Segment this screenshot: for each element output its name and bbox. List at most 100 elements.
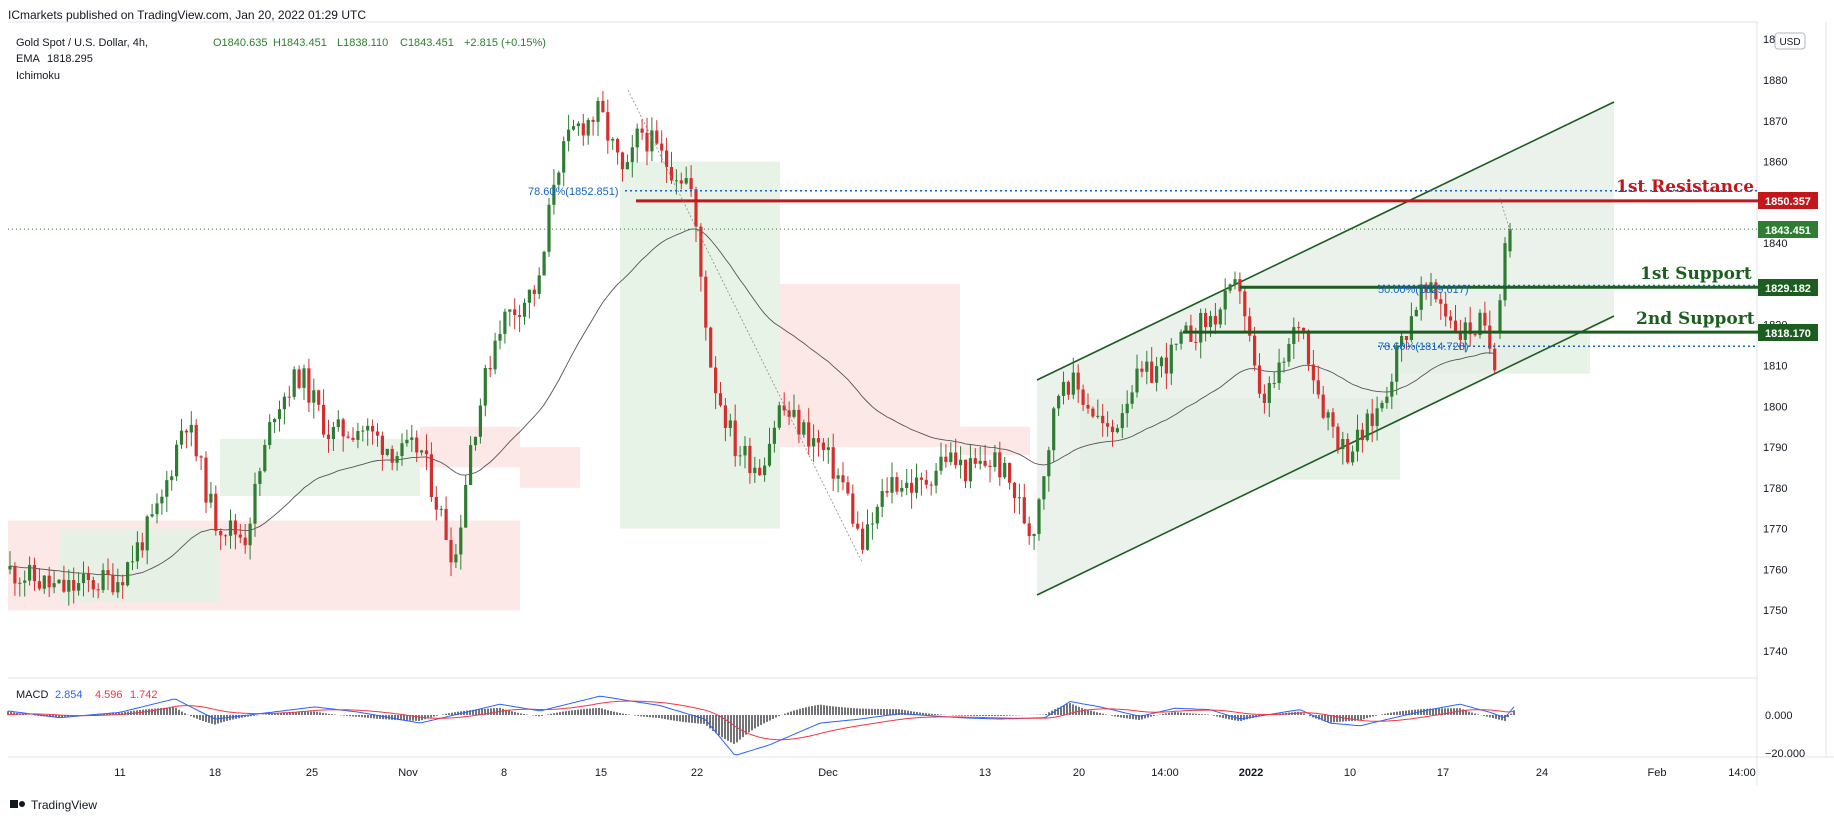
candle-body	[121, 582, 125, 586]
candle-body	[777, 405, 781, 428]
candle-body	[983, 460, 987, 466]
price-axis[interactable]: 1740175017601770178017901800181018201830…	[1763, 34, 1787, 658]
fib-high-label: 78.60%(1852.851)	[528, 186, 619, 198]
currency-badge[interactable]	[1774, 32, 1806, 50]
candle-body	[616, 138, 620, 153]
currency-label: USD	[1779, 37, 1800, 48]
candle-body	[522, 302, 527, 317]
candle-body	[939, 456, 943, 471]
candle-body	[439, 508, 443, 510]
candle-body	[150, 514, 154, 517]
resistance-price-tag	[1758, 192, 1818, 209]
candle-body	[199, 456, 203, 458]
price-tick: 1760	[1763, 564, 1787, 576]
candle-body	[1076, 372, 1080, 390]
support1-price: 1829.182	[1765, 283, 1811, 295]
candle-body	[758, 467, 762, 476]
candle-body	[1458, 332, 1462, 341]
candle-body	[204, 457, 208, 503]
price-tick: 1870	[1763, 116, 1787, 128]
candle-body	[1493, 348, 1497, 371]
candle-body	[689, 178, 693, 190]
candle-body	[464, 484, 468, 528]
tradingview-logo[interactable]: TradingView	[10, 798, 97, 812]
ema-polyline	[9, 228, 1495, 577]
time-tick: 8	[501, 767, 507, 779]
candle-body	[258, 471, 262, 484]
time-tick: Nov	[398, 767, 418, 779]
candle-body	[1414, 309, 1418, 317]
candle-body	[944, 456, 948, 463]
candle-body	[42, 575, 46, 589]
candle-body	[1439, 299, 1443, 304]
candle-body	[341, 419, 345, 437]
candle-body	[782, 405, 786, 411]
candle-body	[914, 477, 919, 493]
candle-body	[23, 580, 27, 583]
candle-body	[126, 562, 130, 586]
candle-body	[1213, 315, 1217, 325]
candle-body	[694, 189, 698, 227]
candle-body	[1017, 497, 1021, 499]
candle-body	[601, 100, 605, 113]
candle-body	[1306, 330, 1311, 365]
candle-body	[836, 475, 840, 479]
candle-body	[1145, 361, 1149, 372]
candle-body	[905, 482, 909, 488]
candle-body	[317, 390, 321, 405]
channel-fill	[1037, 102, 1614, 595]
candle-body	[625, 162, 629, 170]
candle-body	[812, 438, 816, 447]
price-tick: 1770	[1763, 524, 1787, 536]
candle-body	[1155, 366, 1159, 383]
candle-body	[8, 565, 12, 570]
candle-body	[1321, 394, 1325, 418]
candle-body	[1199, 312, 1203, 343]
resistance-label: 1st Resistance	[1616, 177, 1754, 197]
candle-body	[1248, 316, 1252, 336]
candle-body	[934, 470, 938, 486]
candle-body	[1042, 476, 1046, 500]
candle-body	[130, 561, 135, 563]
candle-body	[454, 554, 458, 563]
candle-body	[385, 448, 389, 455]
candle-body	[415, 437, 419, 453]
candle-body	[336, 419, 340, 427]
candle-body	[67, 580, 71, 592]
candle-body	[861, 528, 865, 550]
ema-label: EMA	[16, 53, 41, 65]
candle-body	[52, 583, 56, 588]
ohlc-high: H1843.451	[273, 37, 327, 49]
candle-body	[1150, 361, 1154, 383]
candle-body	[356, 431, 360, 440]
candle-body	[1287, 343, 1291, 362]
candle-body	[346, 436, 350, 438]
candle-body	[224, 535, 228, 537]
candle-body	[865, 524, 870, 550]
candle-body	[611, 138, 615, 141]
candle-body	[1253, 335, 1257, 366]
candle-body	[101, 570, 105, 590]
candle-body	[890, 477, 894, 493]
candle-body	[748, 445, 752, 474]
time-axis[interactable]: 11 18 25 Nov 8 15 22 Dec 13 20 14:00 2022 10 17 24 Feb 1…	[114, 767, 1755, 779]
candle-body	[312, 390, 316, 403]
time-tick: Feb	[1648, 767, 1667, 779]
candle-body	[518, 315, 522, 317]
candle-body	[287, 396, 291, 398]
ohlc-close: C1843.451	[400, 37, 454, 49]
candle-body	[1140, 368, 1144, 372]
candle-body	[1341, 439, 1345, 450]
last-price: 1843.451	[1765, 225, 1811, 237]
candle-body	[630, 147, 634, 163]
candle-body	[179, 430, 184, 445]
candle-body	[1086, 404, 1090, 409]
time-tick: 10	[1344, 767, 1356, 779]
candle-body	[973, 458, 977, 464]
candle-body	[1012, 482, 1017, 499]
candle-body	[723, 405, 727, 428]
candle-body	[1003, 462, 1007, 478]
candle-body	[1267, 383, 1271, 403]
candle-body	[228, 520, 233, 536]
